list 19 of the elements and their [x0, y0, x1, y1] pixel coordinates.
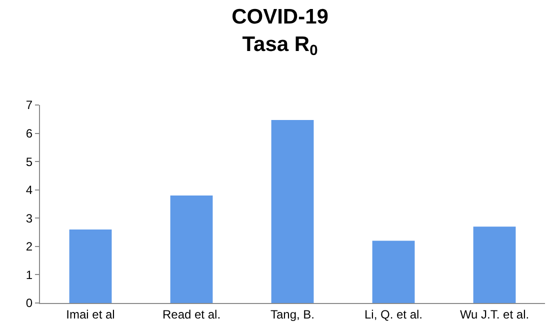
y-tick-label: 6 [26, 126, 33, 140]
x-tick-label: Read et al. [162, 307, 221, 322]
y-tick-label: 7 [26, 98, 33, 112]
chart-title: COVID-19 Tasa R$_{0}$ [232, 5, 328, 60]
y-tick-label: 2 [26, 240, 33, 254]
bar [372, 240, 415, 303]
y-tick-label: 5 [26, 154, 33, 169]
y-tick-label: 4 [26, 183, 33, 198]
bar [473, 226, 516, 303]
bar [170, 196, 213, 303]
bar [271, 120, 314, 303]
bar [69, 229, 112, 303]
x-tick-label: Imai et al [66, 307, 115, 322]
x-tick-label: Tang, B. [270, 307, 315, 322]
x-tick-label: Wu J.T. et al. [460, 307, 530, 322]
y-tick-label: 0 [26, 296, 33, 310]
x-tick-label: Li, Q. et al. [364, 307, 423, 322]
y-tick-label: 1 [26, 268, 33, 282]
y-tick-label: 3 [26, 211, 33, 226]
